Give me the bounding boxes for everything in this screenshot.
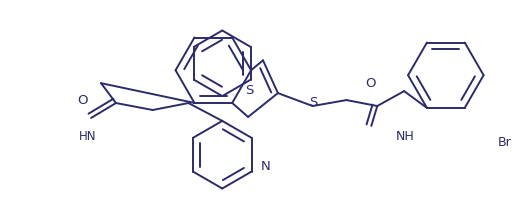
Text: NH: NH: [396, 130, 414, 143]
Text: Br: Br: [497, 136, 511, 149]
Text: O: O: [365, 77, 376, 90]
Text: O: O: [77, 94, 87, 107]
Text: S: S: [245, 84, 253, 97]
Text: S: S: [309, 95, 318, 109]
Text: N: N: [261, 160, 271, 173]
Text: HN: HN: [79, 130, 96, 143]
